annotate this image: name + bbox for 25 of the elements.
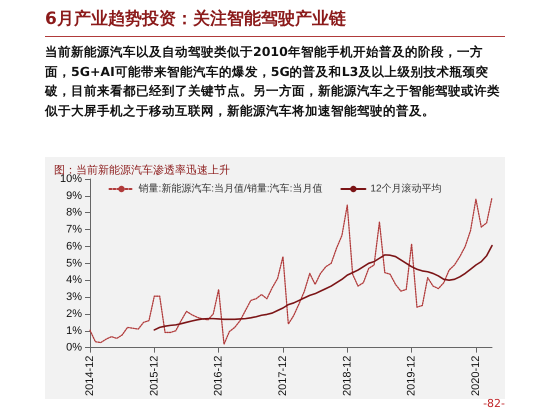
y-tick-label: 6%: [66, 240, 82, 252]
y-tick-label: 9%: [66, 190, 82, 202]
y-tick-label: 5%: [66, 257, 82, 270]
y-tick-label: 2%: [66, 308, 82, 320]
x-tick-label: 2018-12: [341, 356, 354, 396]
y-tick-label: 0%: [66, 342, 82, 354]
y-tick-label: 8%: [66, 206, 82, 219]
text: 当前新能源汽车以及自动驾驶类似于2010年智能手机开始普及的阶段，一方面，5G+AI可能带来智能汽车的爆发，5G的普及和L3及以上级别技术瓶颈突破，目前来看都已经到了关键节点。另一方面，新能源汽车之于智能驾驶或许类似于大屏手机之于移动互联网，新能源汽车将加速智能驾驶的普及。: [45, 43, 500, 120]
text: -82-: [483, 397, 505, 410]
legend-label: 12个月滚动平均: [370, 182, 442, 194]
line-series: [154, 244, 493, 331]
x-tick-label: 2017-12: [276, 356, 289, 396]
x-tick-label: 2014-12: [84, 356, 96, 396]
x-tick-label: 2019-12: [406, 356, 418, 396]
line-series: [89, 196, 493, 345]
chart-title: 6月产业趋势投资：关注智能驾驶产业链: [45, 8, 346, 30]
legend-label: 销量:新能源汽车:当月值/销量:汽车:当月值: [137, 182, 322, 194]
x-tick-label: 2015-12: [148, 356, 160, 396]
y-tick-label: 3%: [66, 291, 82, 304]
y-tick-label: 7%: [66, 224, 82, 236]
x-tick-label: 2016-12: [212, 356, 225, 396]
y-tick-label: 4%: [66, 274, 82, 286]
y-tick-label: 1%: [66, 324, 82, 337]
x-tick-label: 2020-12: [470, 356, 482, 396]
y-tick-label: 10%: [60, 173, 82, 185]
